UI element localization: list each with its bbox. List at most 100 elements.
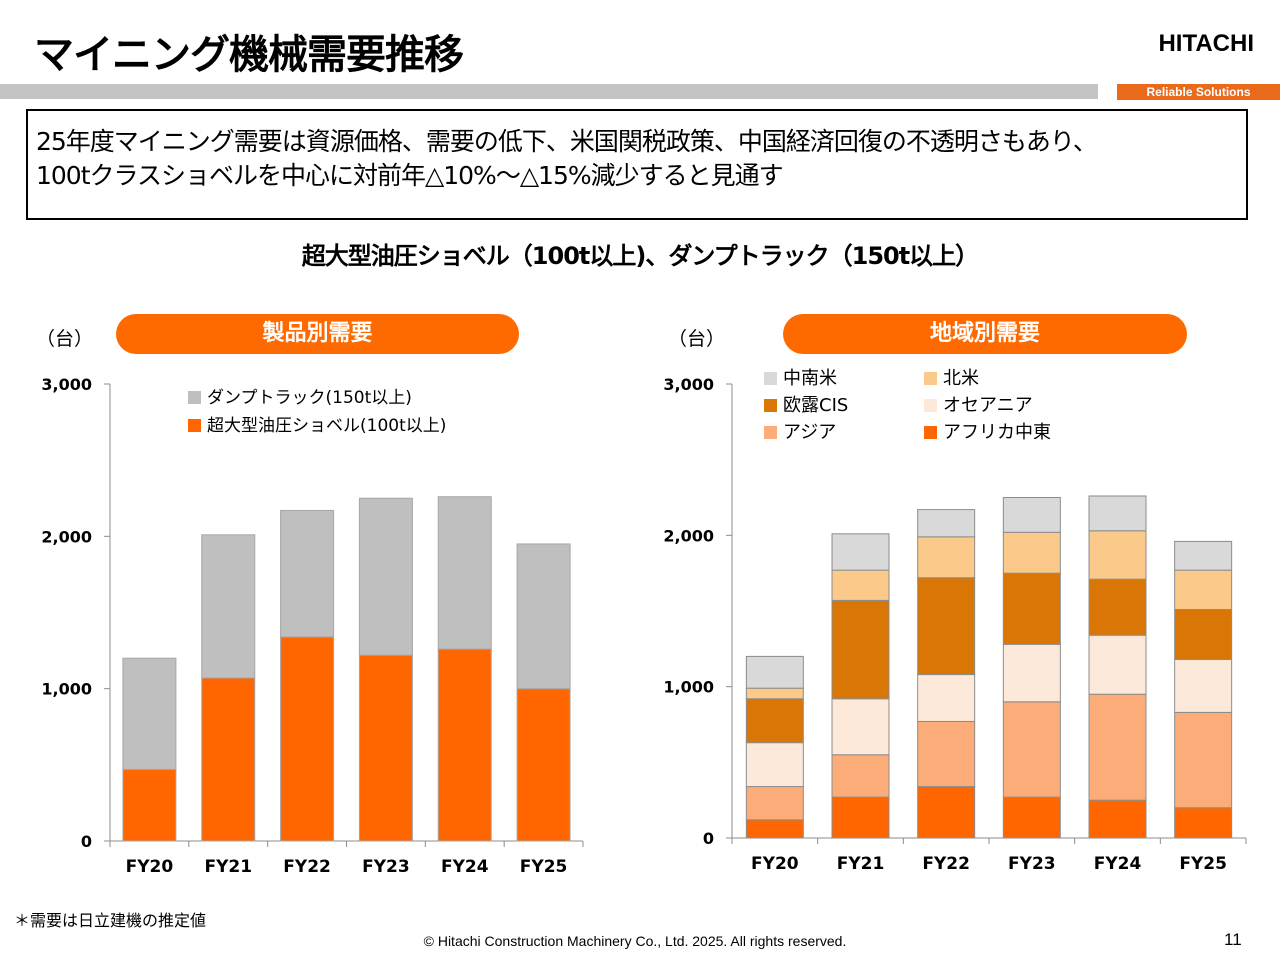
x-tick-label: FY22 — [283, 857, 331, 877]
legend-swatch — [924, 372, 937, 385]
chart-subtitle: 超大型油圧ショベル（100t以上)、ダンプトラック（150t以上） — [301, 242, 979, 270]
header-divider — [0, 84, 1098, 99]
legend-swatch — [188, 391, 201, 404]
right-chart-title: 地域別需要 — [783, 314, 1187, 354]
left-chart-title: 製品別需要 — [116, 314, 519, 354]
bar-segment — [1088, 495, 1147, 532]
bar-segment — [917, 720, 976, 788]
right-unit-label: （台） — [668, 328, 726, 350]
legend-swatch — [764, 426, 777, 439]
legend-label: 北米 — [943, 368, 979, 389]
copyright: © Hitachi Construction Machinery Co., Lt… — [423, 933, 847, 949]
bar-segment — [831, 698, 890, 756]
bar-segment — [358, 497, 413, 656]
y-tick-label: 0 — [81, 832, 92, 851]
legend-swatch — [188, 419, 201, 432]
bar-segment — [280, 636, 335, 842]
page-title: マイニング機械需要推移 — [34, 32, 464, 78]
bar-segment — [831, 599, 890, 700]
bar-segment — [201, 677, 256, 842]
bar-segment — [917, 786, 976, 839]
y-tick-label: 3,000 — [41, 375, 92, 394]
bar-segment — [1088, 530, 1147, 580]
legend-label: アフリカ中東 — [943, 422, 1051, 443]
legend-label: 中南米 — [783, 368, 837, 389]
y-tick-label: 1,000 — [41, 680, 92, 699]
bar-segment — [1088, 693, 1147, 801]
y-tick-label: 1,000 — [663, 678, 714, 697]
legend-label: 欧露CIS — [783, 395, 848, 416]
x-tick-label: FY21 — [204, 857, 252, 877]
bar-segment — [1002, 643, 1061, 703]
bar-segment — [1088, 799, 1147, 839]
legend-swatch — [924, 399, 937, 412]
x-tick-label: FY21 — [837, 854, 885, 874]
bar-segment — [1088, 634, 1147, 695]
bar-segment — [1002, 531, 1061, 574]
x-tick-label: FY25 — [520, 857, 568, 877]
bar-segment — [1174, 540, 1233, 571]
x-tick-label: FY20 — [126, 857, 174, 877]
bar-segment — [831, 533, 890, 571]
bar-segment — [201, 534, 256, 679]
bar-segment — [516, 543, 571, 690]
page-number: 11 — [1224, 930, 1242, 949]
tagline-badge: Reliable Solutions — [1117, 84, 1280, 100]
bar-segment — [122, 768, 177, 842]
y-tick-label: 2,000 — [663, 526, 714, 545]
legend-label: ダンプトラック(150t以上) — [207, 388, 412, 408]
x-tick-label: FY23 — [1008, 854, 1056, 874]
hitachi-logo: HITACHI — [1158, 30, 1254, 57]
bar-segment — [1088, 578, 1147, 636]
legend-swatch — [924, 426, 937, 439]
bar-segment — [358, 654, 413, 842]
bar-segment — [831, 754, 890, 798]
y-tick-label: 0 — [703, 829, 714, 848]
x-tick-label: FY20 — [751, 854, 799, 874]
legend-label: 超大型油圧ショベル(100t以上) — [207, 416, 446, 436]
bar-segment — [1174, 608, 1233, 660]
footnote: ＊需要は日立建機の推定値 — [14, 911, 207, 930]
bar-segment — [745, 786, 804, 821]
bar-segment — [1002, 572, 1061, 645]
bar-segment — [437, 496, 492, 650]
region-demand-chart: 0 1,000 2,000 3,000 FY20 FY21 FY22 FY23 FY24 FY25… — [663, 368, 1247, 874]
y-tick-label: 3,000 — [663, 375, 714, 394]
legend-swatch — [764, 372, 777, 385]
bar-segment — [745, 698, 804, 744]
legend-label: オセアニア — [943, 395, 1033, 416]
bar-segment — [122, 657, 177, 770]
x-tick-label: FY25 — [1179, 854, 1227, 874]
bar-segment — [745, 819, 804, 839]
bar-segment — [1002, 497, 1061, 533]
x-tick-label: FY23 — [362, 857, 410, 877]
bar-segment — [1002, 701, 1061, 798]
bar-segment — [917, 509, 976, 538]
bar-segment — [1174, 711, 1233, 809]
bar-segment — [1174, 658, 1233, 713]
summary-line-1: 25年度マイニング需要は資源価格、需要の低下、米国関税政策、中国経済回復の不透明… — [36, 127, 1098, 156]
x-tick-label: FY22 — [922, 854, 970, 874]
bar-segment — [917, 577, 976, 676]
bar-segment — [745, 687, 804, 700]
x-tick-label: FY24 — [441, 857, 489, 877]
bar-segment — [516, 688, 571, 842]
bar-segment — [745, 742, 804, 788]
bar-segment — [437, 648, 492, 842]
bar-segment — [280, 509, 335, 638]
bar-segment — [831, 569, 890, 601]
y-tick-label: 2,000 — [41, 527, 92, 546]
bar-segment — [1174, 569, 1233, 610]
bar-segment — [831, 796, 890, 839]
legend-label: アジア — [783, 422, 836, 443]
product-demand-chart: 0 1,000 2,000 3,000 FY20 FY21 FY22 FY23 FY24 FY25… — [41, 375, 584, 877]
bar-segment — [917, 536, 976, 579]
summary-line-2: 100tクラスショベルを中心に対前年△10%～△15%減少すると見通す — [36, 161, 784, 190]
left-unit-label: （台） — [36, 328, 94, 350]
bar-segment — [745, 655, 804, 689]
x-tick-label: FY24 — [1094, 854, 1142, 874]
bar-segment — [1174, 807, 1233, 839]
summary-box: 25年度マイニング需要は資源価格、需要の低下、米国関税政策、中国経済回復の不透明… — [26, 109, 1248, 220]
bar-segment — [1002, 796, 1061, 839]
bar-segment — [917, 674, 976, 722]
